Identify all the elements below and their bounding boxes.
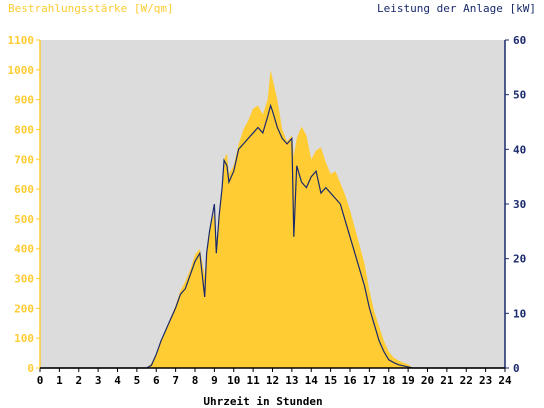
y-left-tick-label: 100 bbox=[14, 332, 34, 345]
x-tick-label: 16 bbox=[343, 374, 357, 387]
y-right-tick-label: 20 bbox=[513, 253, 526, 266]
right-axis-label: Leistung der Anlage [kW] bbox=[377, 2, 536, 15]
x-tick-label: 2 bbox=[75, 374, 82, 387]
x-tick-label: 10 bbox=[227, 374, 240, 387]
x-tick-label: 5 bbox=[134, 374, 141, 387]
y-left-tick-label: 700 bbox=[14, 153, 34, 166]
y-left-tick-label: 800 bbox=[14, 123, 34, 136]
x-tick-label: 21 bbox=[440, 374, 454, 387]
x-tick-label: 15 bbox=[324, 374, 337, 387]
x-tick-label: 20 bbox=[421, 374, 434, 387]
x-tick-label: 3 bbox=[95, 374, 102, 387]
x-tick-label: 7 bbox=[172, 374, 179, 387]
x-tick-label: 0 bbox=[37, 374, 44, 387]
y-right-tick-label: 10 bbox=[513, 307, 526, 320]
y-left-tick-label: 900 bbox=[14, 94, 34, 107]
x-tick-label: 1 bbox=[56, 374, 63, 387]
ticks-layer: 0 1 2 3 4 5 6 7 8 9 10 11 12 13 14 15 16 17 18 19 20 21 22 23 24… bbox=[8, 34, 527, 387]
x-tick-label: 24 bbox=[498, 374, 512, 387]
x-tick-label: 11 bbox=[247, 374, 261, 387]
x-tick-label: 13 bbox=[285, 374, 298, 387]
power-line bbox=[40, 103, 505, 369]
y-left-tick-label: 400 bbox=[14, 243, 34, 256]
y-left-tick-label: 600 bbox=[14, 183, 34, 196]
x-tick-label: 6 bbox=[153, 374, 160, 387]
y-left-tick-label: 1100 bbox=[8, 34, 35, 47]
x-tick-label: 17 bbox=[363, 374, 376, 387]
x-tick-label: 14 bbox=[305, 374, 319, 387]
y-right-tick-label: 40 bbox=[513, 143, 526, 156]
left-axis-label: Bestrahlungsstärke [W/qm] bbox=[8, 2, 174, 15]
y-right-tick-label: 0 bbox=[513, 362, 520, 375]
x-tick-label: 18 bbox=[382, 374, 395, 387]
x-tick-label: 22 bbox=[460, 374, 473, 387]
y-right-tick-label: 60 bbox=[513, 34, 526, 47]
power-line-layer bbox=[40, 103, 505, 369]
x-tick-label: 9 bbox=[211, 374, 218, 387]
x-tick-label: 4 bbox=[114, 374, 121, 387]
irradiance-area-layer bbox=[40, 69, 505, 368]
x-tick-label: 12 bbox=[266, 374, 279, 387]
x-tick-label: 23 bbox=[479, 374, 492, 387]
y-left-tick-label: 200 bbox=[14, 302, 34, 315]
y-right-tick-label: 50 bbox=[513, 89, 526, 102]
x-tick-label: 19 bbox=[402, 374, 415, 387]
y-left-tick-label: 300 bbox=[14, 273, 34, 286]
y-right-tick-label: 30 bbox=[513, 198, 526, 211]
irradiance-area bbox=[40, 69, 505, 368]
y-left-tick-label: 0 bbox=[27, 362, 34, 375]
x-tick-label: 8 bbox=[192, 374, 199, 387]
x-axis-label: Uhrzeit in Stunden bbox=[203, 395, 322, 408]
y-left-tick-label: 1000 bbox=[8, 64, 35, 77]
y-left-tick-label: 500 bbox=[14, 213, 34, 226]
